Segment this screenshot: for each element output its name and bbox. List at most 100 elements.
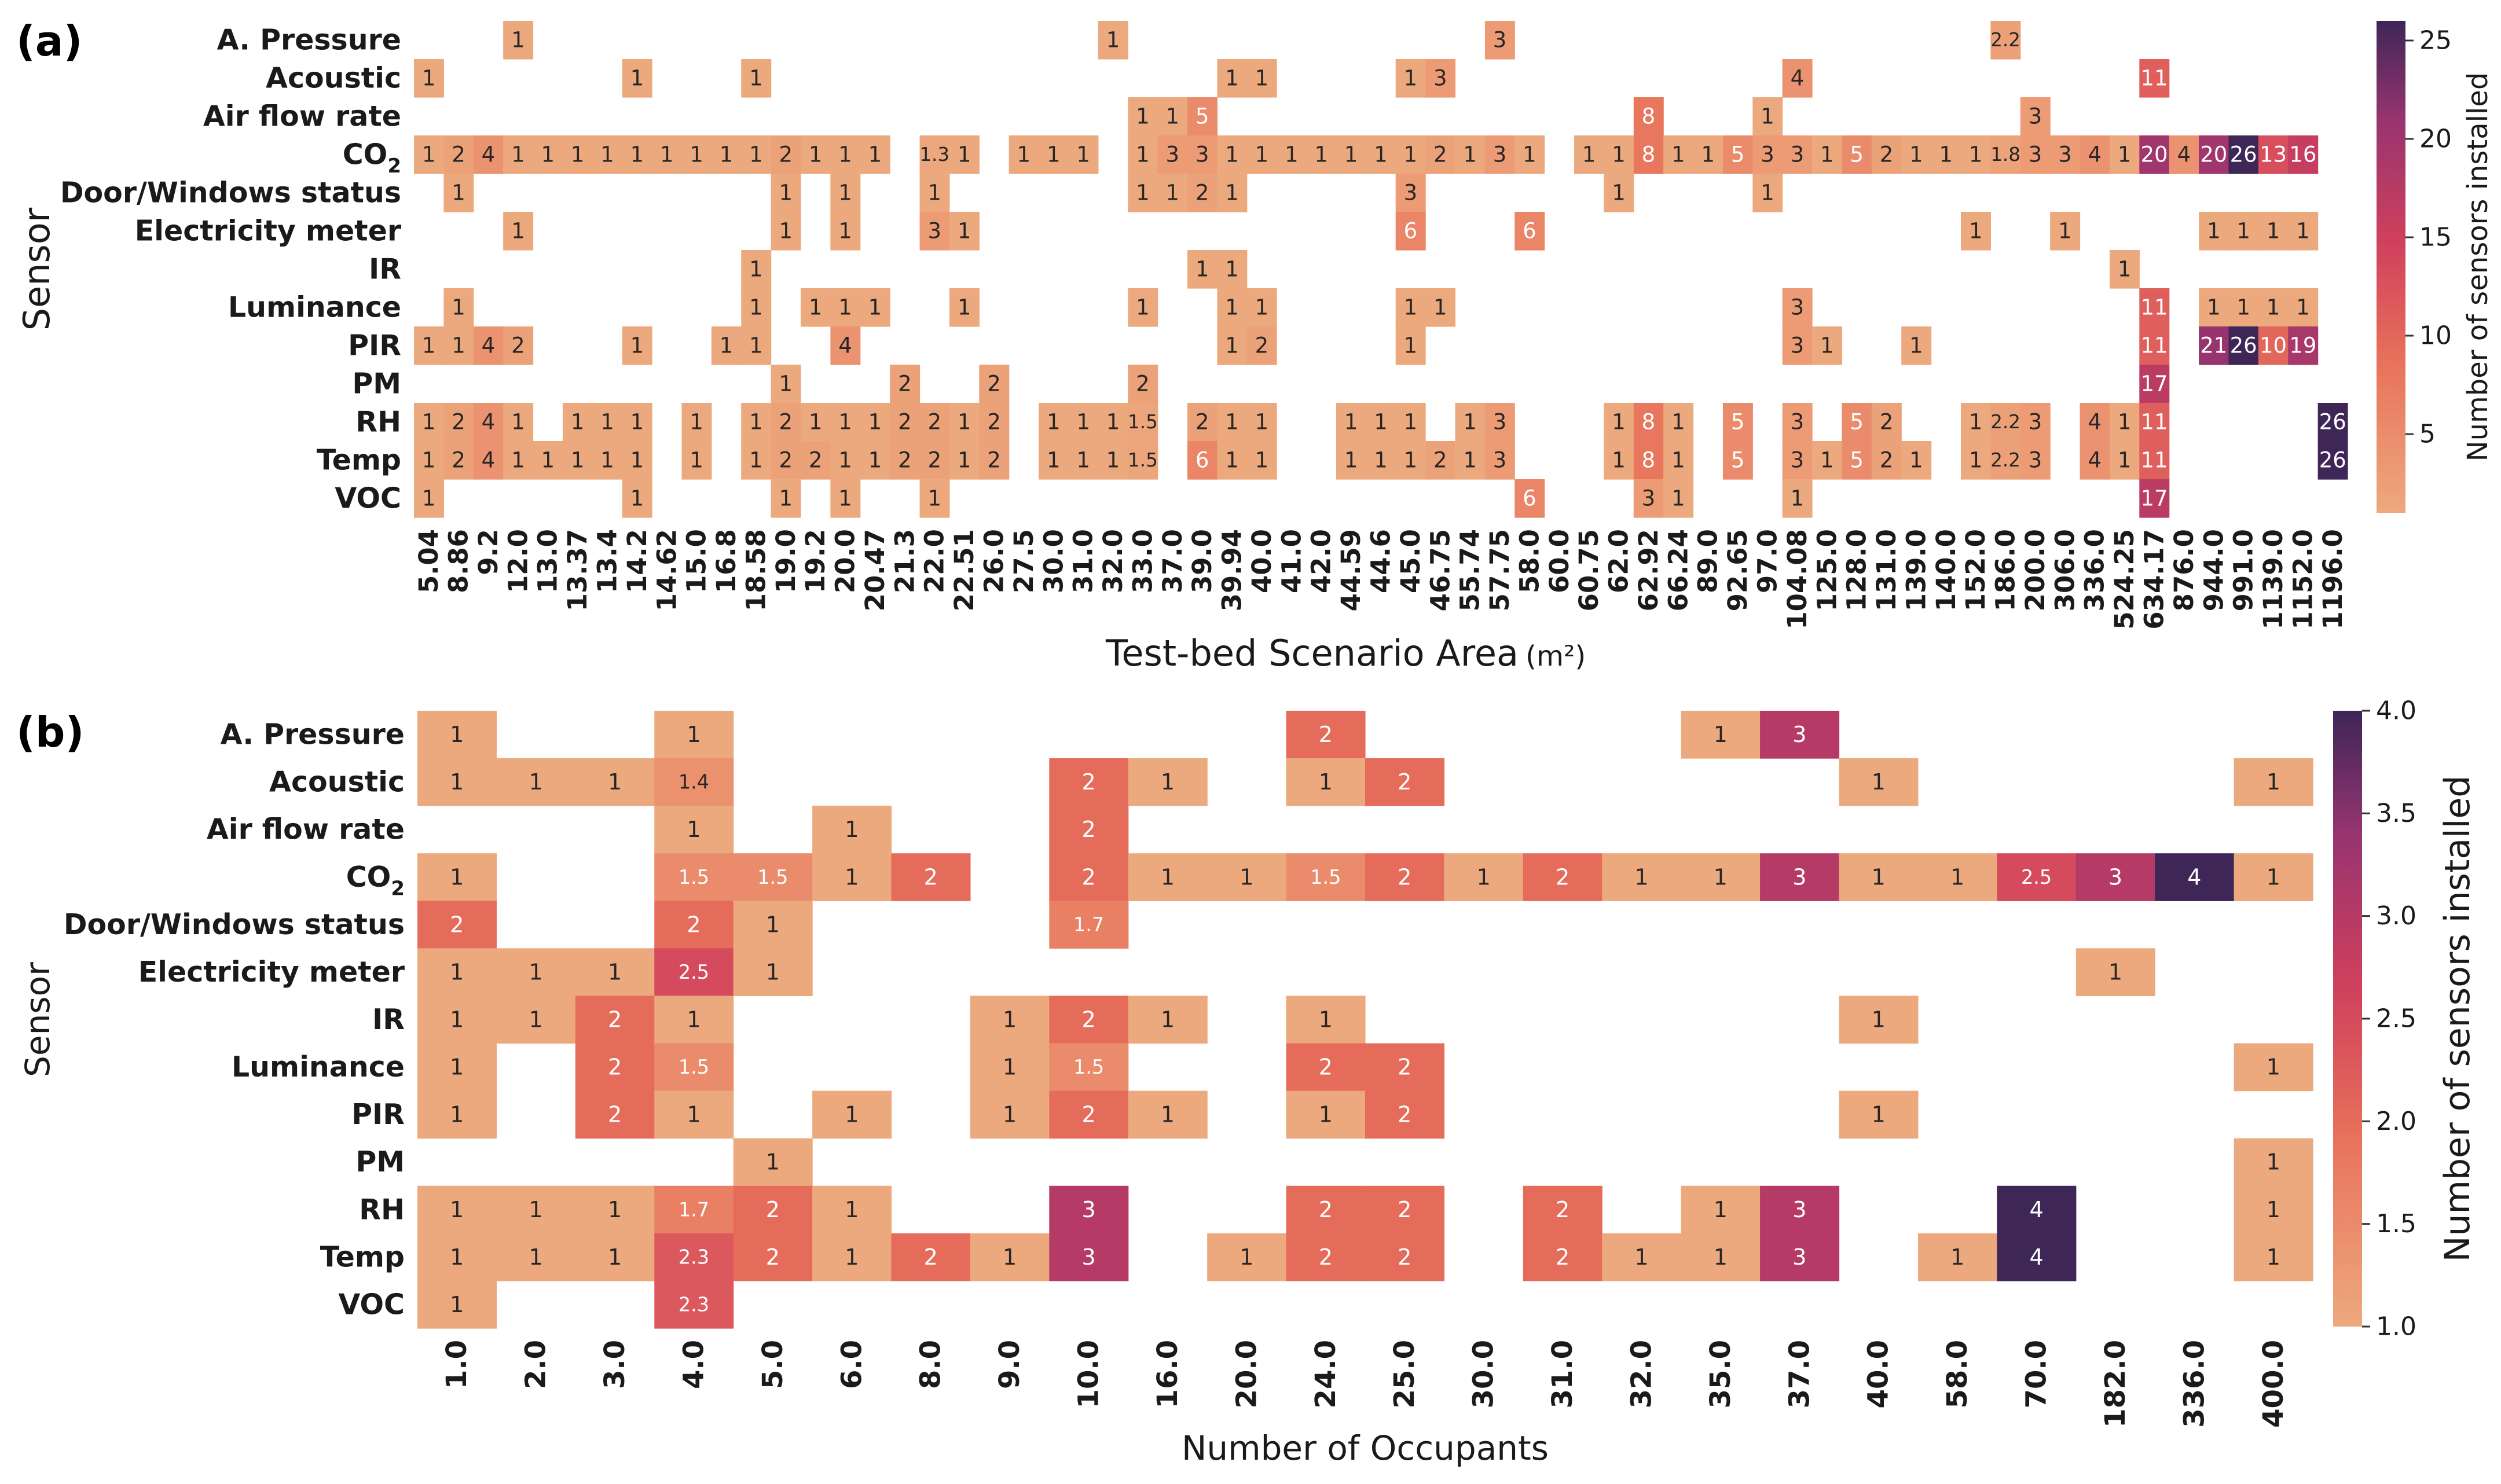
column-tick-label: 944.0 bbox=[2198, 529, 2229, 611]
cell-value-label: 17 bbox=[2140, 486, 2168, 511]
heatmap-cell bbox=[2139, 441, 2170, 480]
cell-value-label: 5 bbox=[1850, 448, 1864, 473]
heatmap-cell bbox=[2139, 326, 2170, 365]
cell-value-label: 1 bbox=[600, 142, 614, 167]
cell-value-label: 1 bbox=[690, 142, 703, 167]
heatmap-cell bbox=[443, 403, 474, 442]
heatmap-cell bbox=[801, 288, 831, 327]
cell-value-label: 1 bbox=[1225, 181, 1239, 205]
heatmap-cell bbox=[1395, 403, 1426, 442]
heatmap-cell bbox=[473, 441, 504, 480]
heatmap-cell bbox=[533, 441, 563, 480]
cell-value-label: 1 bbox=[1612, 448, 1626, 473]
heatmap-cell bbox=[1574, 135, 1604, 174]
cell-value-label: 1 bbox=[1344, 142, 1358, 167]
cell-value-label: 2 bbox=[1081, 817, 1095, 842]
heatmap-cell bbox=[919, 135, 950, 174]
cell-value-label: 1 bbox=[1761, 104, 1774, 129]
cell-value-label: 1 bbox=[1612, 181, 1626, 205]
heatmap-cell bbox=[1128, 403, 1158, 442]
cell-value-label: 1 bbox=[1285, 142, 1299, 167]
x-axis-unit: (m²) bbox=[1525, 640, 1586, 673]
heatmap-cell bbox=[654, 1043, 734, 1092]
cell-value-label: 1 bbox=[1634, 864, 1648, 890]
heatmap-cell bbox=[919, 403, 950, 442]
heatmap-cell bbox=[1760, 1233, 1840, 1281]
heatmap-cell bbox=[860, 403, 890, 442]
cell-value-label: 2 bbox=[608, 1102, 622, 1127]
cell-value-label: 1 bbox=[868, 142, 882, 167]
cell-value-label: 6 bbox=[1404, 219, 1418, 244]
column-tick-label: 16.8 bbox=[711, 529, 742, 593]
heatmap-cell bbox=[1812, 326, 1843, 365]
cell-value-label: 1 bbox=[1820, 333, 1834, 358]
cell-value-label: 2 bbox=[766, 1244, 780, 1270]
cell-value-label: 1 bbox=[1404, 410, 1418, 435]
cell-value-label: 1 bbox=[1255, 66, 1269, 91]
column-tick-label: 25.0 bbox=[1388, 1340, 1421, 1408]
heatmap-cell bbox=[1990, 135, 2021, 174]
heatmap-cell bbox=[733, 948, 813, 997]
cell-value-label: 3 bbox=[1791, 333, 1805, 358]
cell-value-label: 3 bbox=[1642, 486, 1656, 511]
cell-value-label: 1 bbox=[779, 181, 793, 205]
heatmap-cell bbox=[1336, 441, 1366, 480]
cell-value-label: 3 bbox=[1791, 142, 1805, 167]
heatmap-cell bbox=[473, 135, 504, 174]
cell-value-label: 2 bbox=[1255, 333, 1269, 358]
cell-value-label: 1.5 bbox=[1310, 866, 1341, 888]
heatmap-cell bbox=[1128, 758, 1208, 806]
cell-value-label: 1 bbox=[511, 448, 525, 473]
column-tick-label: 6.0 bbox=[835, 1340, 868, 1389]
heatmap-cell bbox=[949, 288, 980, 327]
colorbar-title: Number of sensors installed bbox=[2437, 776, 2478, 1262]
column-tick-label: 2.0 bbox=[520, 1340, 552, 1389]
cell-value-label: 1 bbox=[1225, 295, 1239, 320]
cell-value-label: 4 bbox=[2187, 864, 2201, 890]
cell-value-label: 1 bbox=[1106, 28, 1120, 53]
cell-value-label: 1 bbox=[422, 448, 436, 473]
heatmap-cell bbox=[1990, 21, 2021, 60]
heatmap-cell bbox=[414, 479, 444, 518]
heatmap-cell bbox=[1068, 403, 1099, 442]
heatmap-cell bbox=[1633, 135, 1664, 174]
cell-value-label: 1 bbox=[1161, 864, 1175, 890]
heatmap-cell bbox=[1523, 853, 1602, 901]
cell-value-label: 8 bbox=[1642, 448, 1656, 473]
cell-value-label: 1 bbox=[1003, 1055, 1017, 1080]
column-tick-label: 89.0 bbox=[1693, 529, 1723, 593]
column-tick-label: 991.0 bbox=[2228, 529, 2259, 611]
heatmap-cell bbox=[1871, 403, 1902, 442]
cell-value-label: 1 bbox=[450, 1007, 464, 1033]
heatmap-cell bbox=[473, 403, 504, 442]
cell-value-label: 4 bbox=[2088, 410, 2102, 435]
column-tick-label: 21.3 bbox=[889, 529, 920, 593]
cell-value-label: 1 bbox=[720, 142, 734, 167]
heatmap-cell bbox=[1917, 1233, 1997, 1281]
heatmap-cell bbox=[1752, 135, 1783, 174]
heatmap-cell bbox=[1681, 853, 1761, 901]
heatmap-cell bbox=[1782, 288, 1813, 327]
cell-value-label: 2.5 bbox=[679, 961, 709, 983]
heatmap-cell bbox=[1455, 135, 1486, 174]
column-tick-label: 18.58 bbox=[740, 529, 771, 611]
cell-value-label: 1 bbox=[608, 1244, 622, 1270]
column-tick-label: 57.75 bbox=[1484, 529, 1515, 611]
cell-value-label: 4 bbox=[482, 410, 496, 435]
heatmap-cell bbox=[771, 479, 801, 518]
cell-value-label: 1 bbox=[1701, 142, 1715, 167]
column-tick-label: 32.0 bbox=[1625, 1340, 1657, 1408]
cell-value-label: 1 bbox=[779, 372, 793, 396]
cell-value-label: 1 bbox=[690, 448, 703, 473]
cell-value-label: 1 bbox=[1969, 142, 1983, 167]
heatmap-cell bbox=[1336, 403, 1366, 442]
column-tick-label: 44.6 bbox=[1366, 529, 1396, 593]
cell-value-label: 5 bbox=[1850, 142, 1864, 167]
heatmap-cell bbox=[890, 403, 921, 442]
heatmap-cell bbox=[575, 1233, 655, 1281]
row-label-ir: IR bbox=[372, 1003, 405, 1036]
heatmap-cell bbox=[1663, 441, 1694, 480]
cell-value-label: 1 bbox=[749, 257, 763, 282]
heatmap-cell bbox=[1187, 441, 1218, 480]
cell-value-label: 1 bbox=[1872, 1007, 1886, 1033]
